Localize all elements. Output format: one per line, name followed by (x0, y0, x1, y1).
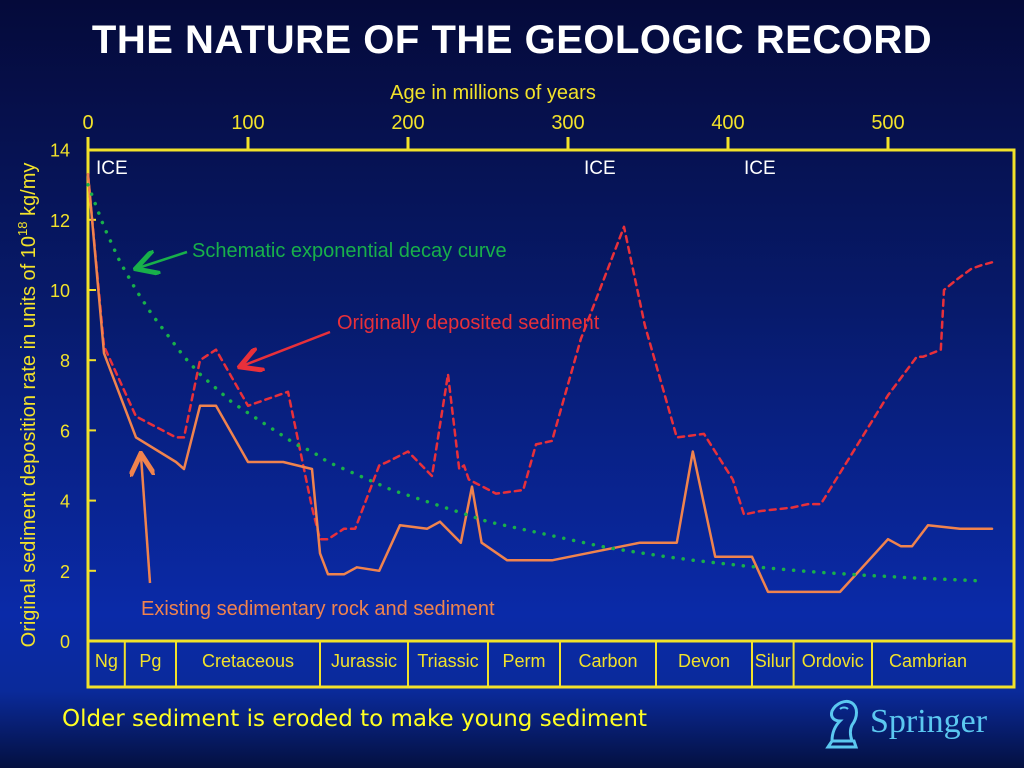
x-axis-title: Age in millions of years (390, 82, 596, 104)
y-tick-label: 14 (50, 141, 70, 161)
period-label: Carbon (578, 651, 637, 671)
period-label: Triassic (417, 651, 478, 671)
y-tick-label: 4 (60, 492, 70, 512)
period-label: Ordovic (802, 651, 864, 671)
period-label: Cambrian (889, 651, 967, 671)
y-axis-title-unit: kg/my (18, 163, 40, 222)
x-tick-label: 300 (551, 112, 584, 134)
annotation-decay-label: Schematic exponential decay curve (192, 240, 507, 262)
plot-frame (86, 148, 1016, 689)
period-label: Jurassic (331, 651, 397, 671)
y-tick-label: 12 (50, 211, 70, 231)
springer-logo: Springer (818, 695, 1008, 755)
knight-icon (825, 699, 859, 749)
y-axis-title-exponent: 18 (15, 222, 30, 236)
series-line-dotted (86, 182, 986, 583)
springer-brand-text: Springer (870, 703, 988, 740)
x-tick-label: 500 (871, 112, 904, 134)
x-tick-label: 0 (82, 112, 93, 134)
deposition-chart: Age in millions of years Original sedime… (15, 82, 1016, 689)
x-tick-label: 100 (231, 112, 264, 134)
period-label: Cretaceous (202, 651, 294, 671)
period-label: Silur (755, 651, 791, 671)
annotation-decay-arrow (138, 252, 188, 268)
y-tick-label: 2 (60, 562, 70, 582)
x-tick-label: 400 (711, 112, 744, 134)
y-tick-label: 8 (60, 351, 70, 371)
period-label: Devon (678, 651, 730, 671)
period-label: Ng (95, 651, 118, 671)
ice-label: ICE (96, 158, 128, 179)
ice-label: ICE (744, 158, 776, 179)
series-line-solid (86, 172, 994, 594)
annotation-existing-arrow (141, 456, 150, 584)
y-tick-label: 0 (60, 632, 70, 652)
y-axis-title: Original sediment deposition rate in uni… (15, 163, 40, 648)
series-line-dashed (86, 172, 995, 541)
y-tick-label: 10 (50, 281, 70, 301)
ice-label: ICE (584, 158, 616, 179)
period-label: Pg (139, 651, 161, 671)
annotation-original-arrow (242, 330, 331, 366)
annotation-original-label: Originally deposited sediment (337, 312, 600, 334)
annotation-existing-label: Existing sedimentary rock and sediment (141, 598, 495, 620)
footer-note: Older sediment is eroded to make young s… (62, 706, 647, 732)
period-label: Perm (502, 651, 545, 671)
x-tick-label: 200 (391, 112, 424, 134)
slide-title: THE NATURE OF THE GEOLOGIC RECORD (91, 18, 933, 62)
y-tick-label: 6 (60, 421, 70, 441)
y-axis-title-main: Original sediment deposition rate in uni… (18, 236, 40, 647)
